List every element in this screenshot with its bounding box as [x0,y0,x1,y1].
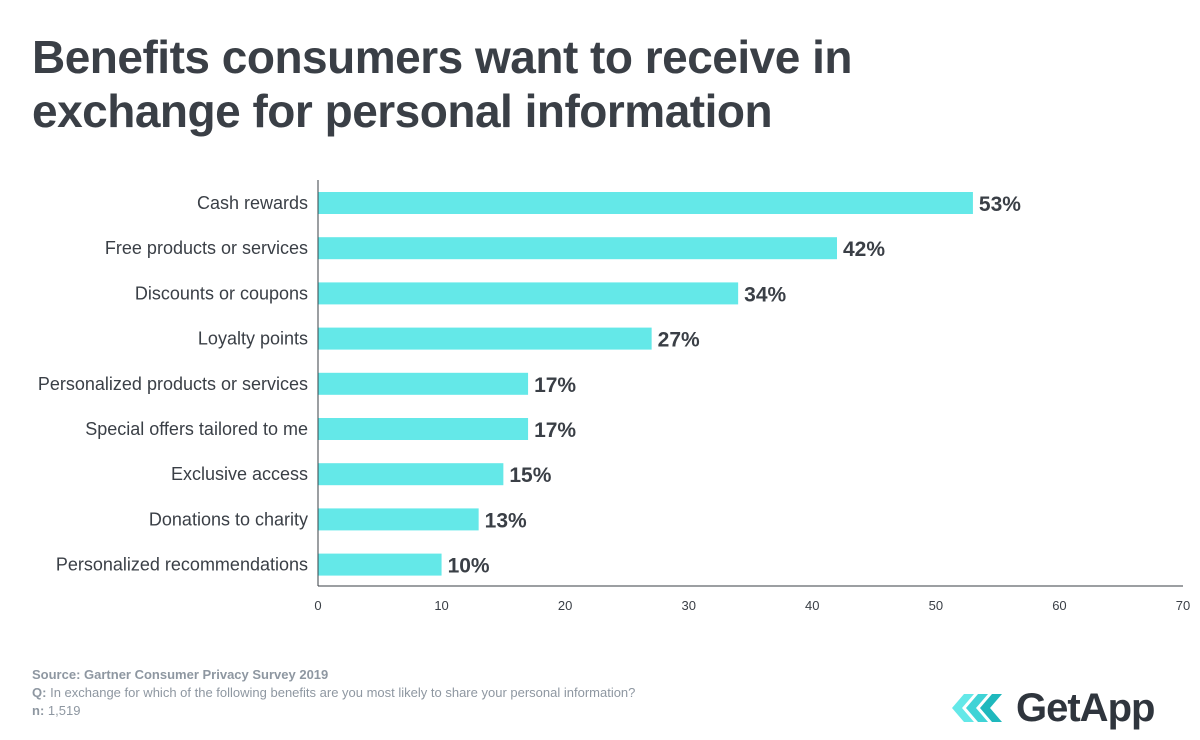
value-label: 34% [744,283,786,306]
category-label: Exclusive access [171,464,308,484]
bar-chart: Cash rewards 53% Free products or services… [38,180,1190,613]
bar [318,553,442,576]
x-tick-label: 0 [314,598,321,613]
category-label: Personalized recommendations [56,555,308,575]
bar [318,327,652,350]
question-label: Q: [32,685,47,700]
question-text: In exchange for which of the following b… [50,685,636,700]
category-label: Donations to charity [149,509,308,529]
source-label: Source: [32,667,81,682]
bar [318,372,529,395]
value-label: 27% [658,329,700,352]
bar [318,418,529,440]
question-line: Q: In exchange for which of the followin… [32,684,635,702]
value-label: 53% [979,193,1021,216]
category-label: Discounts or coupons [135,283,308,303]
logo-text: GetApp [1016,685,1155,730]
sample-size-label: n: [32,703,45,718]
x-tick-label: 30 [681,598,695,613]
value-label: 17% [534,419,576,442]
category-label: Personalized products or services [38,374,308,394]
value-label: 10% [448,555,490,578]
x-tick-label: 60 [1052,598,1066,613]
x-tick-label: 50 [929,598,943,613]
category-label: Special offers tailored to me [85,419,308,439]
bar [318,463,504,486]
sample-size-text: 1,519 [47,703,81,718]
x-tick-label: 40 [805,598,819,613]
x-ticks-group: 0 10 20 30 40 50 60 70 [314,598,1190,613]
getapp-chevrons-icon [952,694,1002,722]
bar [318,237,837,260]
chart-footer: Source: Gartner Consumer Privacy Survey … [32,666,635,720]
bar [318,282,739,305]
value-label: 15% [509,464,551,487]
bar [318,508,479,531]
getapp-logo: GetApp [952,684,1155,732]
x-tick-label: 70 [1176,598,1190,613]
bar [318,192,973,214]
category-label: Cash rewards [197,193,308,213]
value-label: 17% [534,374,576,397]
value-label: 42% [843,238,885,261]
bars-group: Cash rewards 53% Free products or services… [38,192,1021,578]
category-label: Loyalty points [198,329,308,349]
value-label: 13% [485,509,527,532]
sample-size-line: n: 1,519 [32,702,635,720]
source-text: Gartner Consumer Privacy Survey 2019 [84,667,329,682]
category-label: Free products or services [105,238,308,258]
source-line: Source: Gartner Consumer Privacy Survey … [32,666,635,684]
x-tick-label: 10 [434,598,448,613]
chart-title: Benefits consumers want to receive in ex… [32,31,853,137]
x-tick-label: 20 [558,598,572,613]
